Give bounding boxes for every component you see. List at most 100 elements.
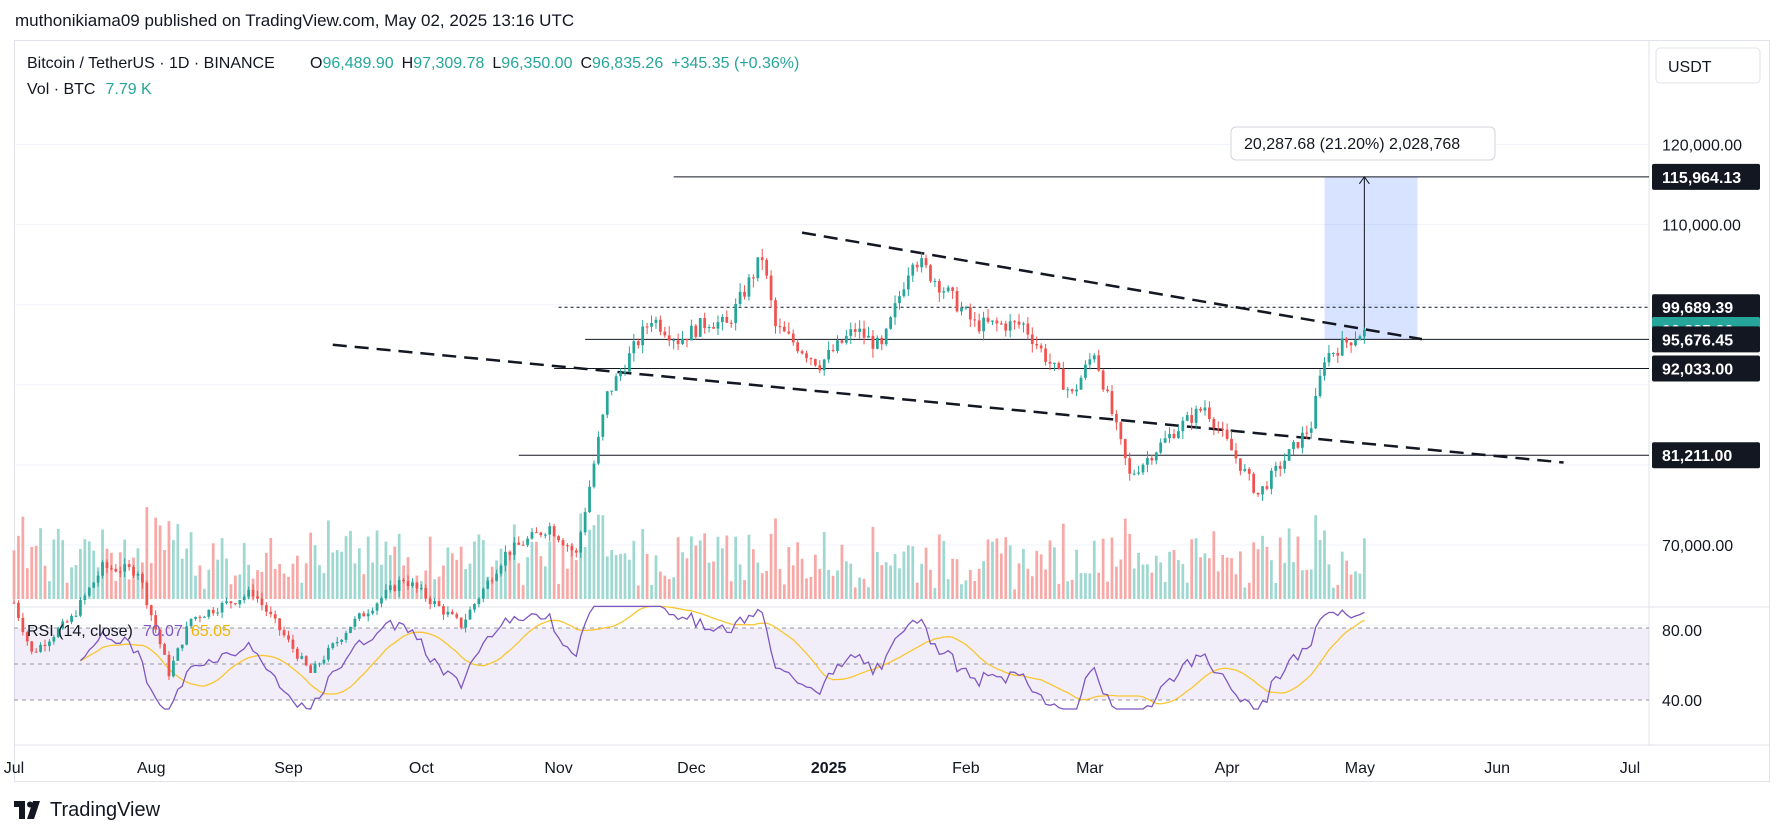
volume-bar <box>694 545 698 599</box>
volume-bar <box>787 547 791 599</box>
candle-body <box>1225 429 1229 439</box>
candle-body <box>1039 345 1043 349</box>
candle-body <box>220 602 224 613</box>
candle-body <box>574 550 578 553</box>
candle-body <box>446 611 450 615</box>
volume-bar <box>1066 581 1070 599</box>
candle-body <box>1070 389 1074 392</box>
candle-body <box>521 544 525 546</box>
candle-body <box>690 325 693 341</box>
volume-bar <box>344 536 348 599</box>
candle-body <box>681 338 684 345</box>
rsi-pane[interactable] <box>14 605 1649 710</box>
volume-bar <box>1026 568 1030 599</box>
candle-body <box>1177 431 1180 438</box>
candle-body <box>849 329 853 336</box>
volume-bar <box>477 534 481 599</box>
volume-bar <box>1305 569 1309 599</box>
volume-bar <box>1017 563 1021 599</box>
candle-body <box>154 615 158 630</box>
volume-bar <box>884 562 888 599</box>
volume-bar <box>933 587 937 599</box>
price-axis[interactable]: 70,000.00 110,000.00 120,000.00 <box>1662 138 1742 556</box>
candle-body <box>1097 355 1101 371</box>
volume-bar <box>185 548 189 599</box>
volume-bar <box>570 544 574 599</box>
candle-body <box>1221 428 1225 430</box>
volume-bar <box>1194 538 1198 599</box>
volume-bar <box>561 544 565 599</box>
volume-bar <box>473 541 476 599</box>
candle-body <box>362 613 366 617</box>
chart-frame[interactable] <box>14 40 1770 782</box>
volume-bar <box>211 543 215 599</box>
volume-bar <box>853 587 857 599</box>
volume-bar <box>738 564 742 599</box>
volume-bar <box>614 555 618 599</box>
level-lines[interactable] <box>518 176 1649 456</box>
candle-body <box>1274 465 1278 471</box>
volume-bar <box>1088 573 1092 599</box>
volume-bar <box>291 563 295 599</box>
candle-body <box>455 614 459 618</box>
candle-body <box>375 603 379 611</box>
candle-body <box>118 571 122 573</box>
time-axis-label: 2025 <box>811 760 847 777</box>
volume-bar <box>180 558 184 599</box>
volume-bar <box>105 548 109 599</box>
volume-bar <box>1247 582 1251 599</box>
candle-body <box>504 551 507 566</box>
candle-body <box>937 281 941 293</box>
volume-bar <box>158 525 162 599</box>
candle-body <box>344 632 348 640</box>
volume-bar <box>1177 560 1180 599</box>
volume-bar <box>1265 546 1269 599</box>
measure-tool[interactable] <box>1324 175 1418 340</box>
candle-body <box>1061 368 1065 390</box>
candle-body <box>1022 323 1025 325</box>
candle-body <box>149 605 153 616</box>
candle-body <box>141 573 144 583</box>
candle-body <box>1256 492 1260 495</box>
time-axis-label: Jul <box>4 760 24 777</box>
candle-body <box>1150 457 1154 461</box>
volume-bar <box>1172 549 1176 599</box>
candle-body <box>264 605 268 612</box>
volume-bar <box>366 536 370 599</box>
candle-body <box>836 340 839 352</box>
candle-body <box>614 376 618 391</box>
volume-bar <box>690 536 693 599</box>
candle-body <box>48 641 51 647</box>
legend-symbol[interactable]: Bitcoin / TetherUS · 1D · BINANCE <box>27 55 275 72</box>
candle-body <box>840 340 844 343</box>
legend-l-label: L <box>492 55 501 72</box>
volume-bar <box>1358 573 1362 599</box>
volume-bar <box>557 583 560 599</box>
volume-bar <box>782 584 786 599</box>
volume-bar <box>194 575 197 599</box>
volume-bar <box>791 565 795 599</box>
volume-bar <box>446 547 450 599</box>
volume-bar <box>1154 555 1158 599</box>
volume-bar <box>650 584 653 599</box>
volume-bar <box>906 545 910 599</box>
legend-change: +345.35 (+0.36%) <box>671 55 799 72</box>
candle-body <box>278 618 282 631</box>
candle-body <box>313 663 317 673</box>
volume-bar <box>535 541 538 599</box>
candle-body <box>1092 355 1096 360</box>
candle-body <box>145 582 149 606</box>
time-axis[interactable]: Jul Aug Sep Oct Nov Dec 2025 Feb Mar Apr May Jun Jul <box>4 760 1640 777</box>
candle-body <box>636 341 640 346</box>
tradingview-logo[interactable]: TradingView <box>14 797 160 823</box>
volume-bar <box>132 557 135 599</box>
rsi-legend: RSI (14, close) 70.07 65.05 <box>27 623 231 640</box>
candle-body <box>535 532 538 534</box>
currency-button[interactable]: USDT <box>1655 47 1761 84</box>
candle-body <box>499 565 503 574</box>
volume-bar <box>871 526 875 599</box>
candle-body <box>579 532 583 553</box>
candle-body <box>911 264 915 276</box>
trendlines[interactable] <box>332 231 1564 464</box>
